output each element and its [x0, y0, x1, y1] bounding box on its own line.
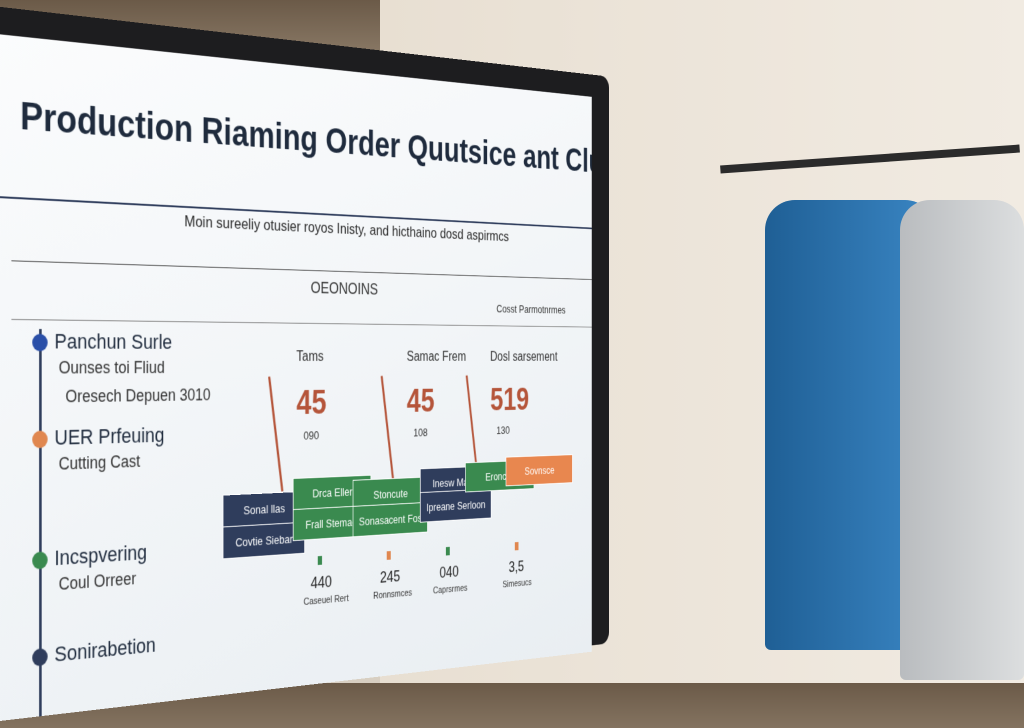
metric-value: 45	[406, 383, 435, 420]
stat-tick	[514, 541, 519, 551]
timeline-title: Incspvering	[54, 540, 147, 571]
metric-value: 519	[490, 382, 530, 418]
timeline-dot	[32, 333, 48, 352]
metric-label: Samac Frem	[406, 349, 467, 365]
metric-sub: 090	[303, 428, 319, 443]
timeline-text: Ounses toi Fliud	[58, 358, 165, 378]
block: Ipreane Serloon	[419, 488, 492, 523]
timeline-dot	[32, 551, 48, 570]
stat-label: Simesucs	[502, 577, 532, 590]
divider	[11, 260, 592, 280]
stat-tick	[386, 551, 391, 560]
stat-value: 245	[379, 567, 401, 587]
timeline-dot	[32, 647, 48, 667]
metric-value: 45	[296, 384, 327, 423]
stat-label: Caseuel Rert	[303, 593, 349, 608]
subtitle: Moin sureeliy otusier royos Inisty, and …	[184, 212, 509, 245]
timeline-text: Oresech Depuen 3010	[65, 385, 211, 407]
timeline-title: Panchun Surle	[54, 329, 173, 354]
metric-sub: 130	[496, 423, 510, 437]
stat-tick	[317, 555, 323, 566]
metric-sub: 108	[413, 425, 428, 439]
metric-label: Dosl sarsement	[490, 350, 558, 365]
timeline-text: Coul Orreer	[58, 569, 137, 594]
stat-label: Caprsrmes	[433, 583, 468, 597]
shirt	[900, 200, 1024, 680]
metric-label: Tams	[296, 349, 324, 365]
section: OEONOINS	[310, 278, 378, 299]
monitor: Production Riaming Order Quutsice ant Cl…	[0, 0, 609, 724]
stat-label: Ronnsmces	[373, 587, 413, 602]
title: Production Riaming Order Quutsice ant Cl…	[20, 94, 592, 184]
stat-value: 040	[439, 562, 459, 582]
connector	[380, 375, 395, 487]
note: Cosst Parmotnrmes	[496, 302, 566, 316]
timeline-title: Sonirabetion	[54, 632, 156, 667]
stat-tick	[445, 546, 450, 556]
connector	[268, 376, 284, 492]
stat-value: 3,5	[508, 557, 524, 576]
timeline-dot	[32, 430, 48, 449]
block: Sovnsce	[505, 454, 573, 487]
divider	[11, 318, 592, 328]
block: Sonasacent Fos	[352, 501, 428, 538]
screen: Production Riaming Order Quutsice ant Cl…	[0, 31, 592, 724]
timeline-title: UER Prfeuing	[54, 423, 165, 450]
timeline-text: Cutting Cast	[58, 451, 141, 474]
stat-value: 440	[310, 572, 332, 592]
